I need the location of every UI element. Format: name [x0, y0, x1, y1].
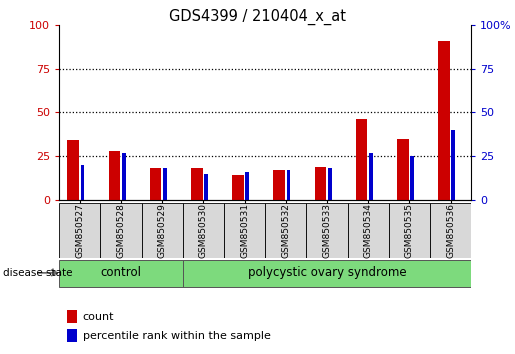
Bar: [150, 169, 161, 200]
Bar: [122, 153, 126, 200]
Text: count: count: [83, 312, 114, 322]
Text: GDS4399 / 210404_x_at: GDS4399 / 210404_x_at: [169, 9, 346, 25]
Bar: [163, 169, 167, 200]
Bar: [67, 141, 79, 200]
Bar: [265, 203, 306, 258]
Bar: [246, 172, 249, 200]
Bar: [142, 203, 183, 258]
Text: GSM850535: GSM850535: [405, 203, 414, 258]
Bar: [59, 260, 183, 287]
Bar: [306, 203, 348, 258]
Bar: [59, 203, 100, 258]
Bar: [452, 130, 455, 200]
Text: GSM850533: GSM850533: [322, 203, 332, 258]
Bar: [389, 203, 430, 258]
Bar: [438, 41, 450, 200]
Bar: [273, 170, 285, 200]
Text: GSM850534: GSM850534: [364, 203, 373, 258]
Text: percentile rank within the sample: percentile rank within the sample: [83, 331, 270, 341]
Bar: [224, 203, 265, 258]
Bar: [109, 151, 120, 200]
Text: GSM850527: GSM850527: [75, 203, 84, 258]
Bar: [81, 165, 84, 200]
Bar: [232, 176, 244, 200]
Bar: [315, 167, 326, 200]
Text: GSM850531: GSM850531: [240, 203, 249, 258]
Text: GSM850536: GSM850536: [446, 203, 455, 258]
Text: control: control: [100, 266, 142, 279]
Bar: [348, 203, 389, 258]
Bar: [183, 260, 471, 287]
Bar: [397, 139, 408, 200]
Bar: [328, 169, 332, 200]
Bar: [369, 153, 373, 200]
Text: GSM850532: GSM850532: [281, 203, 290, 258]
Bar: [183, 203, 224, 258]
Bar: [430, 203, 471, 258]
Text: disease state: disease state: [3, 268, 72, 278]
Bar: [287, 170, 290, 200]
Bar: [204, 174, 208, 200]
Bar: [100, 203, 142, 258]
Bar: [410, 156, 414, 200]
Bar: [67, 310, 77, 323]
Bar: [356, 119, 367, 200]
Text: GSM850529: GSM850529: [158, 203, 167, 258]
Text: GSM850530: GSM850530: [199, 203, 208, 258]
Bar: [191, 169, 202, 200]
Text: GSM850528: GSM850528: [116, 203, 126, 258]
Text: polycystic ovary syndrome: polycystic ovary syndrome: [248, 266, 406, 279]
Bar: [67, 329, 77, 342]
